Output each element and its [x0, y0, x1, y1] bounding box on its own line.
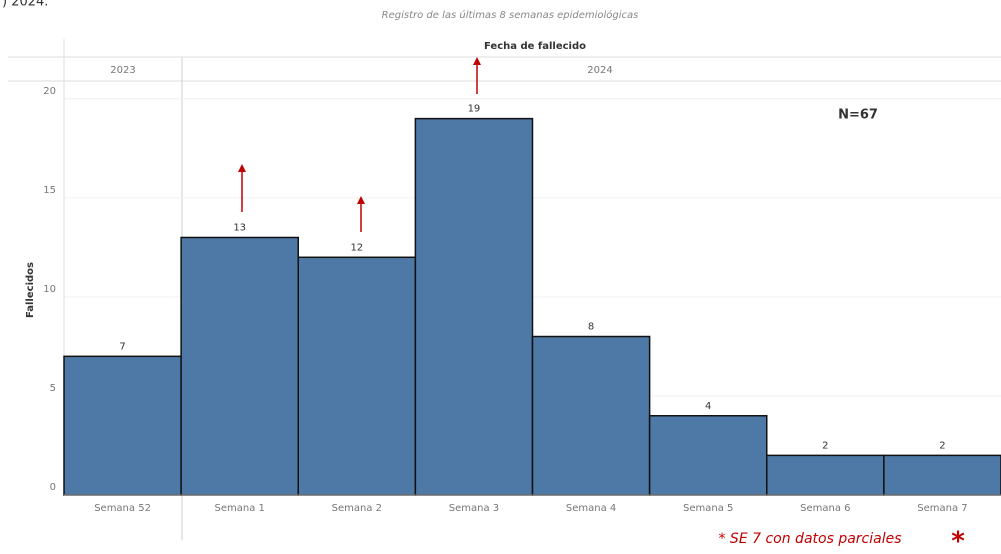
- arrows: [238, 57, 481, 232]
- value-label: 12: [350, 242, 363, 253]
- bar: [414, 117, 534, 496]
- value-label: 19: [468, 104, 481, 115]
- arrow-head: [238, 164, 246, 172]
- arrow-head: [473, 57, 481, 65]
- bar: [883, 454, 1001, 496]
- x-tick-label: Semana 6: [800, 503, 850, 514]
- y-tick-label: 0: [50, 482, 56, 493]
- bar: [648, 415, 768, 496]
- footnote: * SE 7 con datos parciales: [718, 531, 901, 547]
- x-tick-label: Semana 52: [94, 503, 151, 514]
- arrow-head: [357, 196, 365, 204]
- year-header: 2023: [110, 65, 135, 76]
- x-tick-label: Semana 4: [566, 503, 616, 514]
- y-tick-label: 10: [43, 284, 56, 295]
- bar: [63, 355, 182, 496]
- bar: [180, 236, 299, 496]
- value-label: 2: [822, 440, 828, 451]
- subtitle: Registro de las últimas 8 semanas epidem…: [382, 9, 639, 21]
- x-tick-label: Semana 1: [214, 503, 264, 514]
- y-axis-label: Fallecidos: [25, 262, 36, 318]
- bar: [531, 335, 651, 496]
- y-tick-label: 15: [43, 185, 56, 196]
- title-fragment: ) 2024.: [2, 0, 48, 10]
- header-title: Fecha de fallecido: [484, 41, 586, 52]
- bar: [297, 256, 417, 496]
- y-tick-label: 5: [50, 383, 56, 394]
- value-label: 7: [119, 341, 125, 352]
- x-tick-label: Semana 7: [917, 503, 967, 514]
- value-label: 8: [588, 322, 594, 333]
- value-label: 4: [705, 401, 711, 412]
- y-tick-label: 20: [43, 86, 56, 97]
- x-tick-label: Semana 3: [449, 503, 499, 514]
- x-tick-label: Semana 5: [683, 503, 733, 514]
- year-header: 2024: [587, 65, 612, 76]
- footnote-mark: *: [951, 527, 965, 554]
- value-label: 13: [233, 222, 246, 233]
- value-label: 2: [939, 440, 945, 451]
- bar: [766, 454, 885, 496]
- x-tick-label: Semana 2: [332, 503, 382, 514]
- annotation: N=67: [838, 108, 878, 123]
